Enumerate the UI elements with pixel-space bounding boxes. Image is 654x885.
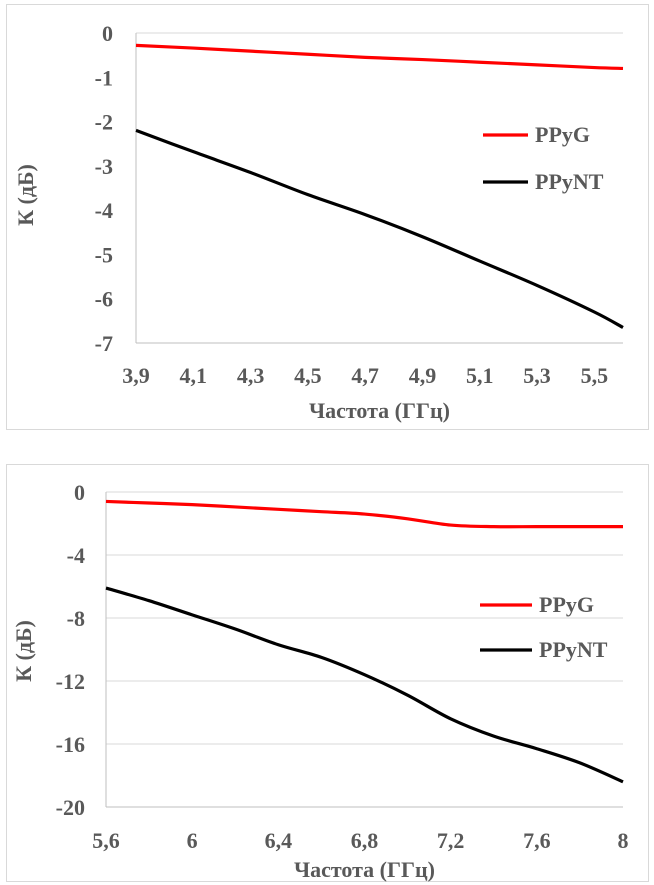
chart-panel-top: 0 -1 -2 -3 -4 -5 -6 -7 3,9 4,1 4,3 4,5 4,7 4,9 5,1 5,3 5… (6, 4, 649, 430)
y-tick-label: -1 (95, 65, 113, 90)
y-tick-label: 0 (74, 480, 85, 505)
y-tick-label: -7 (95, 331, 113, 356)
series-line-ppynt (105, 586, 624, 784)
legend-label-ppyg: PPyG (535, 122, 590, 147)
chart-bottom: 0 -4 -8 -12 -16 -20 5,6 6 6,4 6,8 7,2 7,6 8 Частота (… (11, 480, 629, 882)
y-tick-label: -6 (95, 287, 113, 312)
chart-panel-bottom: 0 -4 -8 -12 -16 -20 5,6 6 6,4 6,8 7,2 7,6 8 Частота (… (6, 464, 649, 882)
x-tick-label: 8 (618, 828, 629, 853)
y-tick-label: -3 (95, 154, 113, 179)
y-tick-label: -8 (67, 606, 85, 631)
x-tick-label: 5,1 (466, 363, 494, 388)
x-tick-label: 4,3 (237, 363, 265, 388)
series-line-ppyg (135, 43, 624, 71)
x-tick-label: 4,9 (409, 363, 437, 388)
y-tick-label: -12 (56, 669, 85, 694)
x-tick-label: 6,4 (265, 828, 293, 853)
y-axis-title: К (дБ) (11, 620, 36, 682)
y-tick-label: -20 (56, 795, 85, 820)
x-tick-label: 5,5 (581, 363, 609, 388)
x-tick-label: 7,6 (523, 828, 551, 853)
legend-label-ppyg: PPyG (539, 592, 594, 617)
x-tick-label: 6,8 (351, 828, 379, 853)
x-tick-label: 5,6 (92, 828, 120, 853)
y-tick-label: -16 (56, 732, 85, 757)
x-tick-label: 4,7 (351, 363, 379, 388)
y-axis-title: К (дБ) (13, 164, 38, 226)
y-tick-label: -2 (95, 110, 113, 135)
x-tick-label: 4,1 (180, 363, 208, 388)
chart-top: 0 -1 -2 -3 -4 -5 -6 -7 3,9 4,1 4,3 4,5 4,7 4,9 5,1 5,3 5… (13, 21, 624, 423)
x-tick-label: 7,2 (437, 828, 465, 853)
legend-label-ppynt: PPyNT (539, 637, 608, 662)
series-line-ppyg (105, 499, 623, 529)
y-tick-label: 0 (102, 21, 113, 46)
x-tick-label: 4,5 (294, 363, 322, 388)
legend-label-ppynt: PPyNT (535, 169, 604, 194)
x-tick-label: 6 (187, 828, 198, 853)
y-tick-label: -4 (67, 543, 85, 568)
x-tick-label: 5,3 (523, 363, 551, 388)
y-tick-label: -4 (95, 198, 113, 223)
series-line-ppynt (135, 128, 624, 329)
x-axis-title: Частота (ГГц) (309, 398, 450, 423)
x-tick-label: 3,9 (122, 363, 150, 388)
y-tick-label: -5 (95, 242, 113, 267)
x-axis-title: Частота (ГГц) (294, 857, 435, 882)
